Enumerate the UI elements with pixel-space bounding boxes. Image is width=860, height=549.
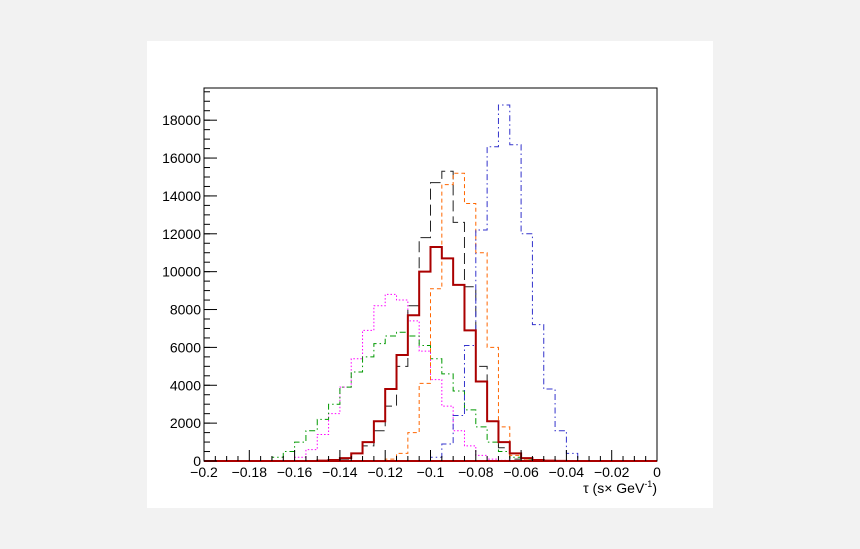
histogram-series-6 [316,246,568,462]
histogram-plot: −0.2 −0.18 −0.16 −0.14 −0.12 −0.1 −0.08 −0.06 −0… [162,87,661,496]
histogram-series-5 [430,104,579,461]
series-layer [204,104,657,462]
y-tick-label: 16000 [162,150,201,166]
x-tick-label: −0.14 [322,464,358,480]
x-axis-title-superscript: -1 [644,479,652,489]
x-tick-label: −0.02 [594,464,630,480]
y-tick-label: 14000 [162,188,201,204]
x-axis-title-suffix: ) [652,480,657,496]
y-tick-label: 0 [193,453,201,469]
y-tick-label: 10000 [162,264,201,280]
x-tick-label: −0.08 [458,464,494,480]
x-tick-label: −0.04 [549,464,585,480]
x-axis-title-main: τ (s× GeV [583,480,645,496]
y-tick-label: 8000 [170,302,201,318]
y-tick-label: 4000 [170,377,201,393]
y-tick-label: 12000 [162,226,201,242]
x-tick-label: −0.18 [232,464,268,480]
x-tick-label: −0.2 [190,464,218,480]
x-axis-title: τ (s× GeV-1) [583,479,657,496]
x-tick-label: 0 [653,464,661,480]
x-tick-label: −0.16 [277,464,313,480]
y-axis: 0 2000 4000 6000 8000 10000 12000 14000 16000 180… [162,91,217,469]
y-tick-label: 2000 [170,415,201,431]
x-tick-label: −0.06 [503,464,539,480]
plot-frame [203,87,658,462]
x-axis: −0.2 −0.18 −0.16 −0.14 −0.12 −0.1 −0.08 −0.06 −0… [190,450,661,480]
x-tick-label: −0.1 [417,464,445,480]
y-tick-label: 18000 [162,112,201,128]
y-tick-label: 6000 [170,339,201,355]
histogram-series-2 [271,331,533,461]
x-tick-label: −0.12 [367,464,403,480]
chart-canvas: −0.2 −0.18 −0.16 −0.14 −0.12 −0.1 −0.08 −0.06 −0… [147,41,713,508]
